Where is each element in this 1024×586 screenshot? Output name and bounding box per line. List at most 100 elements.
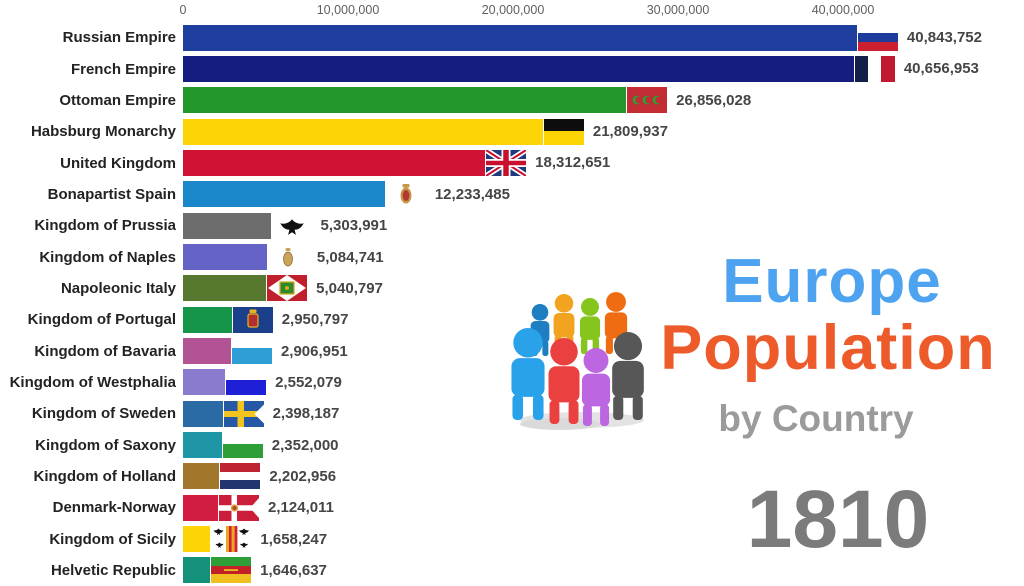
country-label: Ottoman Empire xyxy=(59,91,176,109)
bavaria-flag-icon xyxy=(231,338,272,365)
population-value: 21,809,937 xyxy=(592,123,668,141)
population-value: 2,906,951 xyxy=(280,342,348,360)
population-value: 1,646,637 xyxy=(260,561,327,579)
country-label: Kingdom of Holland xyxy=(33,467,176,485)
x-axis-tick: 30,000,000 xyxy=(646,3,710,17)
population-value: 2,202,956 xyxy=(269,467,337,485)
population-bar xyxy=(183,118,543,145)
helvetic-flag-icon xyxy=(211,557,252,584)
ottoman-flag-icon xyxy=(627,87,668,114)
population-value: 1,658,247 xyxy=(260,530,328,548)
chart-title-subject: Population xyxy=(660,313,996,383)
bar-row: Denmark-Norway 2,124,011 xyxy=(0,492,1024,523)
population-value: 5,084,741 xyxy=(316,248,384,266)
uk-flag-icon xyxy=(486,149,527,176)
country-label: Kingdom of Sicily xyxy=(49,530,176,548)
bar-row: Helvetic Republic 1,646,637 xyxy=(0,555,1024,586)
population-value: 2,950,797 xyxy=(281,311,349,329)
country-label: Kingdom of Naples xyxy=(39,248,176,266)
bar-row: Kingdom of Holland 2,202,956 xyxy=(0,461,1024,492)
population-value: 2,398,187 xyxy=(272,405,340,423)
population-bar xyxy=(183,306,232,333)
population-bar xyxy=(183,149,486,176)
bar-row: Kingdom of Saxony 2,352,000 xyxy=(0,429,1024,460)
sweden-flag-icon xyxy=(223,400,264,427)
country-label: Kingdom of Bavaria xyxy=(34,342,176,360)
population-value: 26,856,028 xyxy=(676,91,752,109)
chart-title-region: Europe xyxy=(722,247,942,316)
country-label: Habsburg Monarchy xyxy=(30,123,176,141)
population-bar xyxy=(183,212,271,239)
chart-title-qualifier: by Country xyxy=(718,398,914,439)
x-axis-tick: 40,000,000 xyxy=(811,3,875,17)
bar-row: Kingdom of Prussia 5,303,991 xyxy=(0,210,1024,241)
population-bar xyxy=(183,338,231,365)
bar-row: United Kingdom 18,312,651 xyxy=(0,147,1024,178)
population-bar xyxy=(183,494,219,521)
population-bar xyxy=(183,181,385,208)
bar-row: Kingdom of Sweden 2,398,187 xyxy=(0,398,1024,429)
year-label: 1810 xyxy=(746,474,930,565)
country-label: Kingdom of Sweden xyxy=(31,405,176,423)
spain-crest-icon xyxy=(385,181,426,208)
population-bar xyxy=(183,432,222,459)
bar-row: Kingdom of Westphalia 2,552,079 xyxy=(0,367,1024,398)
bar-row: Russian Empire 40,843,752 xyxy=(0,22,1024,53)
country-label: Denmark-Norway xyxy=(52,499,176,517)
bar-row: Kingdom of Sicily 1,658,247 xyxy=(0,524,1024,555)
population-bar xyxy=(183,275,267,302)
bar-row: Kingdom of Naples 5,084,741 xyxy=(0,241,1024,272)
population-value: 2,352,000 xyxy=(271,436,339,454)
population-value: 40,843,752 xyxy=(906,29,982,47)
population-value: 40,656,953 xyxy=(903,60,979,78)
bar-row: Kingdom of Bavaria 2,906,951 xyxy=(0,335,1024,366)
habsburg-flag-icon xyxy=(543,118,584,145)
country-label: Helvetic Republic xyxy=(50,562,176,580)
bar-rows: Russian Empire 40,843,752 French Empire 40,… xyxy=(0,22,1024,586)
westphalia-flag-icon xyxy=(226,369,267,396)
saxony-flag-icon xyxy=(222,432,263,459)
country-label: Kingdom of Portugal xyxy=(27,311,176,329)
population-value: 5,040,797 xyxy=(316,279,383,297)
country-label: United Kingdom xyxy=(60,154,176,172)
country-label: Kingdom of Westphalia xyxy=(9,373,176,391)
sicily-flag-icon xyxy=(211,526,252,553)
holland-flag-icon xyxy=(220,463,261,490)
population-bar xyxy=(183,87,627,114)
population-value: 5,303,991 xyxy=(320,217,388,235)
population-value: 12,233,485 xyxy=(434,185,510,203)
country-label: Kingdom of Saxony xyxy=(35,436,176,454)
russia-flag-icon xyxy=(857,24,898,51)
prussia-eagle-icon xyxy=(271,212,312,239)
population-bar xyxy=(183,526,211,553)
france-flag-icon xyxy=(854,55,895,82)
bar-row: Bonapartist Spain 12,233,485 xyxy=(0,179,1024,210)
population-value: 18,312,651 xyxy=(535,154,611,172)
x-axis-tick: 0 xyxy=(179,3,187,17)
country-label: Napoleonic Italy xyxy=(60,279,176,297)
population-bar xyxy=(183,557,211,584)
population-bar xyxy=(183,24,857,51)
denmark-flag-icon xyxy=(219,494,260,521)
country-label: Bonapartist Spain xyxy=(47,185,176,203)
people-group-icon xyxy=(511,292,644,430)
population-bar xyxy=(183,55,854,82)
country-label: Kingdom of Prussia xyxy=(34,217,176,235)
bar-row: Kingdom of Portugal 2,950,797 xyxy=(0,304,1024,335)
population-bar xyxy=(183,369,226,396)
bar-row: Ottoman Empire 26,856,028 xyxy=(0,85,1024,116)
bar-row: Napoleonic Italy 5,040,797 xyxy=(0,273,1024,304)
country-label: Russian Empire xyxy=(62,29,176,47)
population-bar xyxy=(183,244,267,270)
population-bar xyxy=(183,400,223,427)
portugal-flag-icon xyxy=(232,306,273,333)
population-bar xyxy=(183,463,220,490)
bar-row: French Empire 40,656,953 xyxy=(0,53,1024,84)
italy-napoleonic-flag-icon xyxy=(267,275,308,302)
x-axis-tick: 20,000,000 xyxy=(481,3,545,17)
naples-crest-icon xyxy=(267,244,308,270)
x-axis-tick: 10,000,000 xyxy=(316,3,380,17)
country-label: French Empire xyxy=(70,60,176,78)
bar-row: Habsburg Monarchy 21,809,937 xyxy=(0,116,1024,147)
